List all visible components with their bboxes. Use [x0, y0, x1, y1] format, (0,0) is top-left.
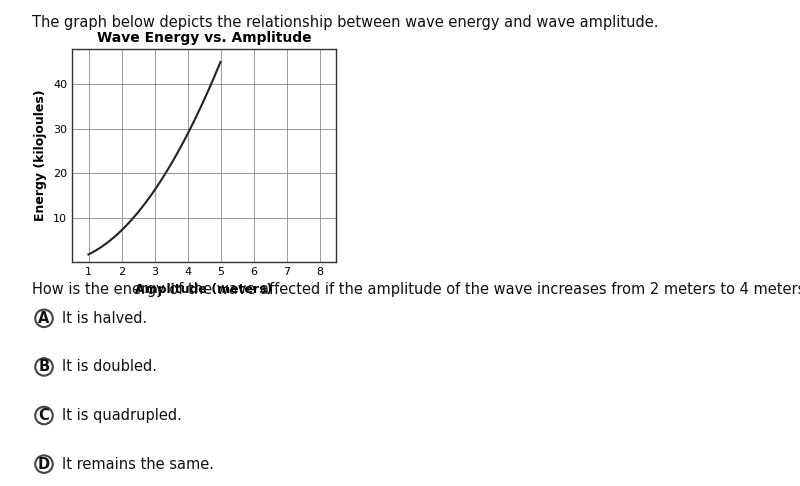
Title: Wave Energy vs. Amplitude: Wave Energy vs. Amplitude: [97, 31, 311, 45]
Text: It is halved.: It is halved.: [62, 311, 147, 326]
X-axis label: Amplitude (meters): Amplitude (meters): [135, 283, 273, 296]
Text: B: B: [38, 360, 50, 374]
Text: It is quadrupled.: It is quadrupled.: [62, 408, 182, 423]
Text: C: C: [38, 408, 50, 423]
Text: How is the energy of the wave affected if the amplitude of the wave increases fr: How is the energy of the wave affected i…: [32, 282, 800, 297]
Text: The graph below depicts the relationship between wave energy and wave amplitude.: The graph below depicts the relationship…: [32, 15, 658, 30]
Text: A: A: [38, 311, 50, 326]
Y-axis label: Energy (kilojoules): Energy (kilojoules): [34, 90, 47, 221]
Text: It remains the same.: It remains the same.: [62, 457, 214, 471]
Text: D: D: [38, 457, 50, 471]
Text: It is doubled.: It is doubled.: [62, 360, 158, 374]
